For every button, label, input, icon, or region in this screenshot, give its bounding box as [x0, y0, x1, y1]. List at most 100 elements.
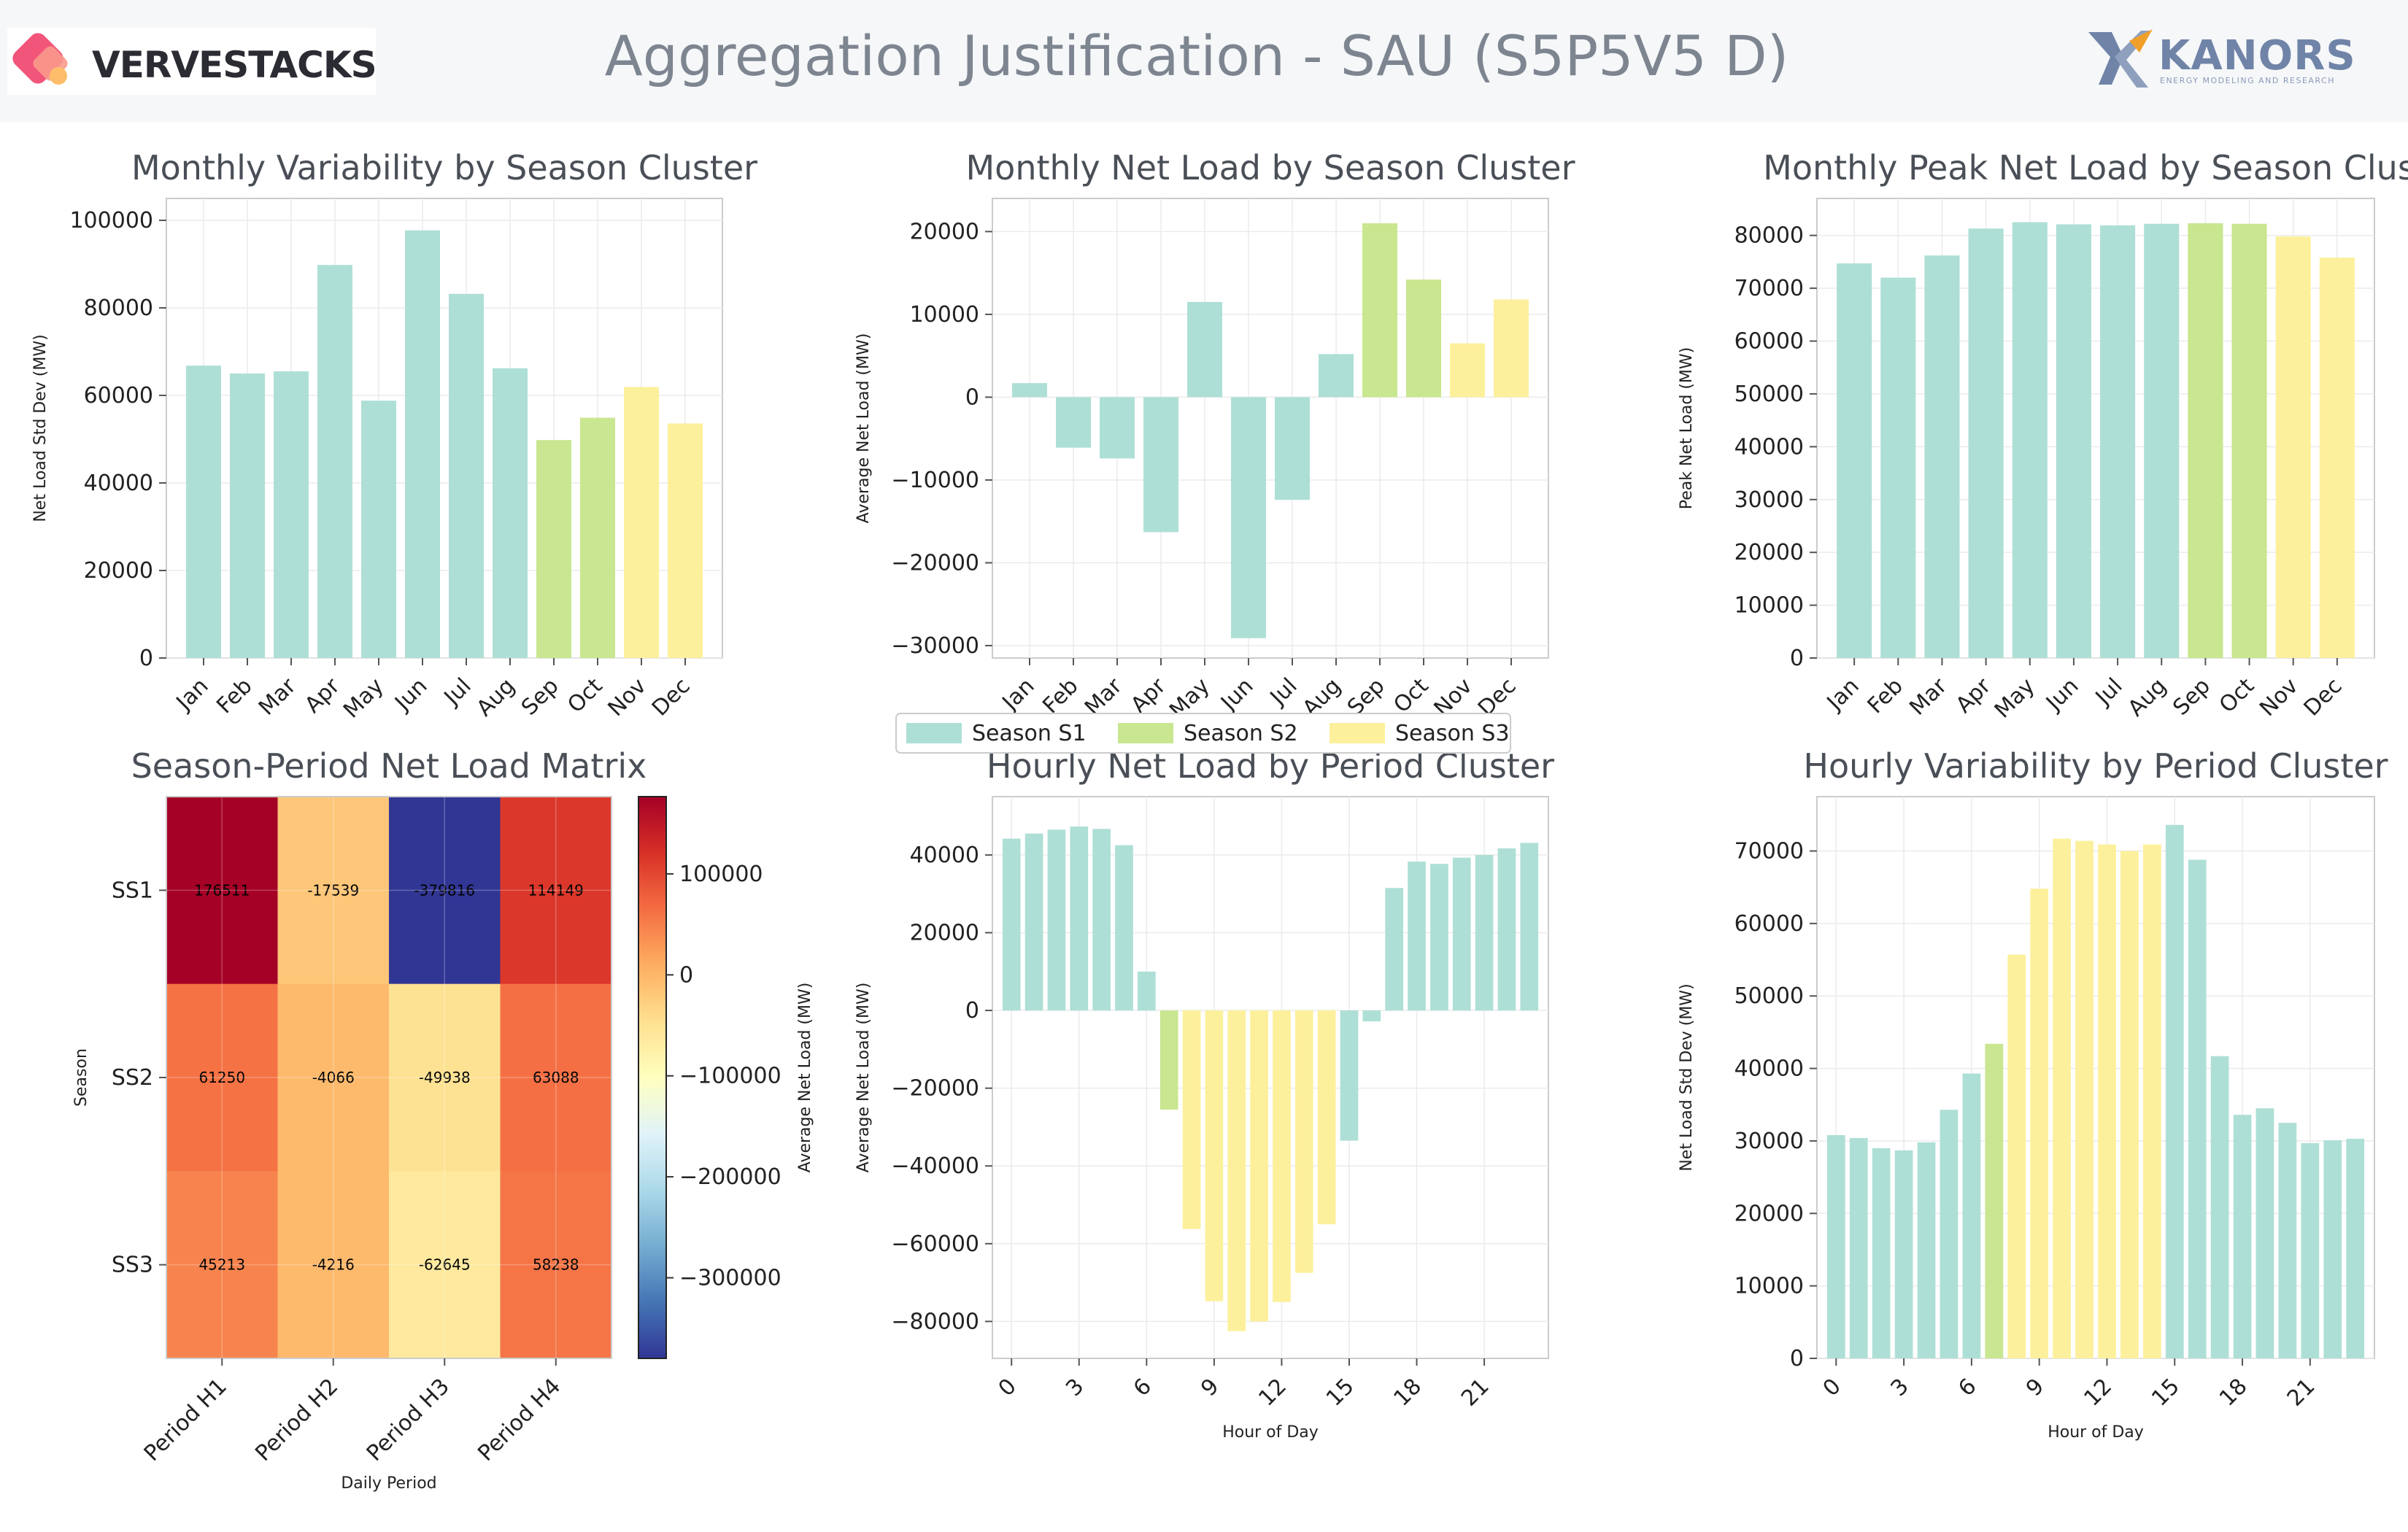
bar-hour-14 [2142, 844, 2161, 1358]
vervestacks-logo[interactable]: VERVESTACKS [7, 28, 377, 95]
bar-Sep [536, 440, 571, 658]
heatmap-cell-SS1-2 [389, 797, 501, 985]
header-bar: VERVESTACKS Aggregation Justification - … [0, 0, 2408, 123]
bar-Jun [405, 230, 440, 658]
bar-hour-17 [2210, 1056, 2229, 1358]
x-tick-label: Jul [2090, 673, 2128, 711]
y-tick-label: SS2 [112, 1065, 153, 1091]
colorbar-label: Average Net Load (MW) [796, 983, 814, 1173]
heatmap-cell-label: -17539 [307, 881, 359, 899]
bar-Nov [1450, 343, 1485, 398]
bar-Aug [493, 368, 528, 658]
y-tick-label: 20000 [910, 219, 979, 244]
x-tick-label: Jun [2040, 673, 2083, 716]
x-tick-label: Aug [471, 673, 520, 721]
y-tick-label: 0 [1790, 1346, 1804, 1372]
heatmap-cell-label: 176511 [194, 881, 250, 899]
bar-hour-5 [1115, 845, 1133, 1011]
x-tick-label: Oct [2215, 673, 2260, 719]
y-tick-label: 0 [1790, 646, 1804, 671]
x-tick-label: Oct [563, 673, 608, 719]
y-tick-label: −20000 [891, 1076, 979, 1102]
x-axis-label: Hour of Day [2048, 1423, 2144, 1442]
y-tick-label: 60000 [1734, 911, 1804, 937]
y-tick-label: 0 [965, 998, 979, 1024]
x-tick-label: 3 [1886, 1374, 1913, 1401]
bar-May [1187, 301, 1222, 398]
y-tick-label: 40000 [84, 471, 153, 496]
x-tick-label: Apr [1951, 673, 1996, 718]
x-tick-label: Period H2 [250, 1374, 343, 1466]
bar-hour-22 [2323, 1140, 2342, 1358]
bar-hour-0 [1826, 1134, 1845, 1358]
legend-swatch-s3 [1330, 723, 1385, 743]
heatmap-cell-label: -62645 [419, 1256, 471, 1274]
bar-hour-15 [1340, 1010, 1359, 1141]
y-tick-label: SS3 [112, 1253, 153, 1278]
y-tick-label: SS1 [112, 878, 153, 903]
y-axis-label: Average Net Load (MW) [854, 333, 873, 524]
heatmap-cell-label: 63088 [533, 1069, 579, 1086]
chart-hourly-variability: 0 10000 20000 30000 40000 50000 60000 70000 0 3 6 9… [1678, 746, 2388, 1442]
bar-hour-16 [2188, 859, 2207, 1358]
bar-hour-23 [1520, 843, 1539, 1011]
bar-Jul [1275, 397, 1310, 500]
bar-hour-2 [1047, 829, 1066, 1011]
bar-hour-13 [1294, 1010, 1313, 1273]
bar-Jun [1231, 397, 1266, 638]
x-tick-label: Jan [171, 673, 214, 716]
y-tick-label: 0 [965, 384, 979, 410]
bar-Mar [1100, 397, 1135, 459]
x-tick-label: 0 [1818, 1374, 1846, 1401]
bar-Dec [2319, 258, 2355, 658]
x-tick-label: 12 [2079, 1374, 2117, 1412]
bar-hour-16 [1362, 1010, 1381, 1021]
y-tick-label: 20000 [1734, 540, 1804, 565]
bar-Sep [1362, 223, 1397, 398]
x-tick-label: Jan [997, 673, 1040, 716]
chart-title: Monthly Peak Net Load by Season Clust [1763, 148, 2408, 187]
y-tick-label: −10000 [891, 468, 979, 493]
page-title: Aggregation Justification - SAU (S5P5V5 … [0, 23, 2408, 88]
y-tick-label: −60000 [891, 1231, 979, 1257]
y-tick-label: 70000 [1734, 839, 1804, 864]
bar-Feb [230, 374, 265, 658]
x-tick-label: Jan [1821, 673, 1864, 716]
bar-hour-21 [1475, 854, 1494, 1011]
kanors-logo-text: KANORS [2158, 32, 2356, 80]
kanors-logo[interactable]: KANORS ENERGY MODELING AND RESEARCH [2085, 28, 2355, 93]
bar-hour-2 [1872, 1148, 1891, 1358]
bar-hour-6 [1137, 971, 1156, 1011]
bar-hour-1 [1024, 833, 1043, 1011]
bar-Feb [1056, 397, 1091, 448]
y-tick-label: 50000 [1734, 983, 1804, 1009]
y-tick-label: 100000 [69, 208, 153, 233]
y-tick-label: 50000 [1734, 382, 1804, 407]
y-axis-label: Net Load Std Dev (MW) [1678, 983, 1696, 1171]
bar-Jun [2056, 224, 2091, 658]
legend-entry-s2: Season S2 [1184, 721, 1298, 746]
legend-entry-s1: Season S1 [972, 721, 1087, 746]
heatmap-cell-label: 45213 [198, 1256, 245, 1274]
bar-hour-0 [1002, 838, 1021, 1011]
x-tick-label: Feb [1863, 673, 1908, 719]
y-tick-label: −20000 [891, 550, 979, 576]
bar-Dec [1494, 299, 1529, 398]
heatmap-cell-label: 114149 [528, 881, 584, 899]
x-tick-label: 9 [2021, 1374, 2049, 1401]
x-tick-label: Mar [254, 673, 301, 720]
legend-swatch-s2 [1118, 723, 1173, 743]
bar-Sep [2188, 223, 2223, 658]
chart-monthly-peak-net-load: 0 10000 20000 30000 40000 50000 60000 70000 8000… [1678, 148, 2408, 724]
bar-hour-8 [1182, 1010, 1201, 1229]
bar-Jul [2100, 225, 2136, 658]
x-tick-label: Nov [603, 673, 651, 721]
bar-hour-12 [2098, 844, 2116, 1358]
bar-Oct [580, 417, 615, 658]
heatmap-cell-SS3-0 [166, 1171, 278, 1359]
x-tick-label: 18 [2215, 1374, 2253, 1412]
bar-hour-4 [1917, 1142, 1936, 1358]
bar-hour-22 [1497, 848, 1516, 1011]
chart-title: Hourly Variability by Period Cluster [1803, 746, 2388, 786]
y-axis-label: Season [72, 1048, 90, 1107]
